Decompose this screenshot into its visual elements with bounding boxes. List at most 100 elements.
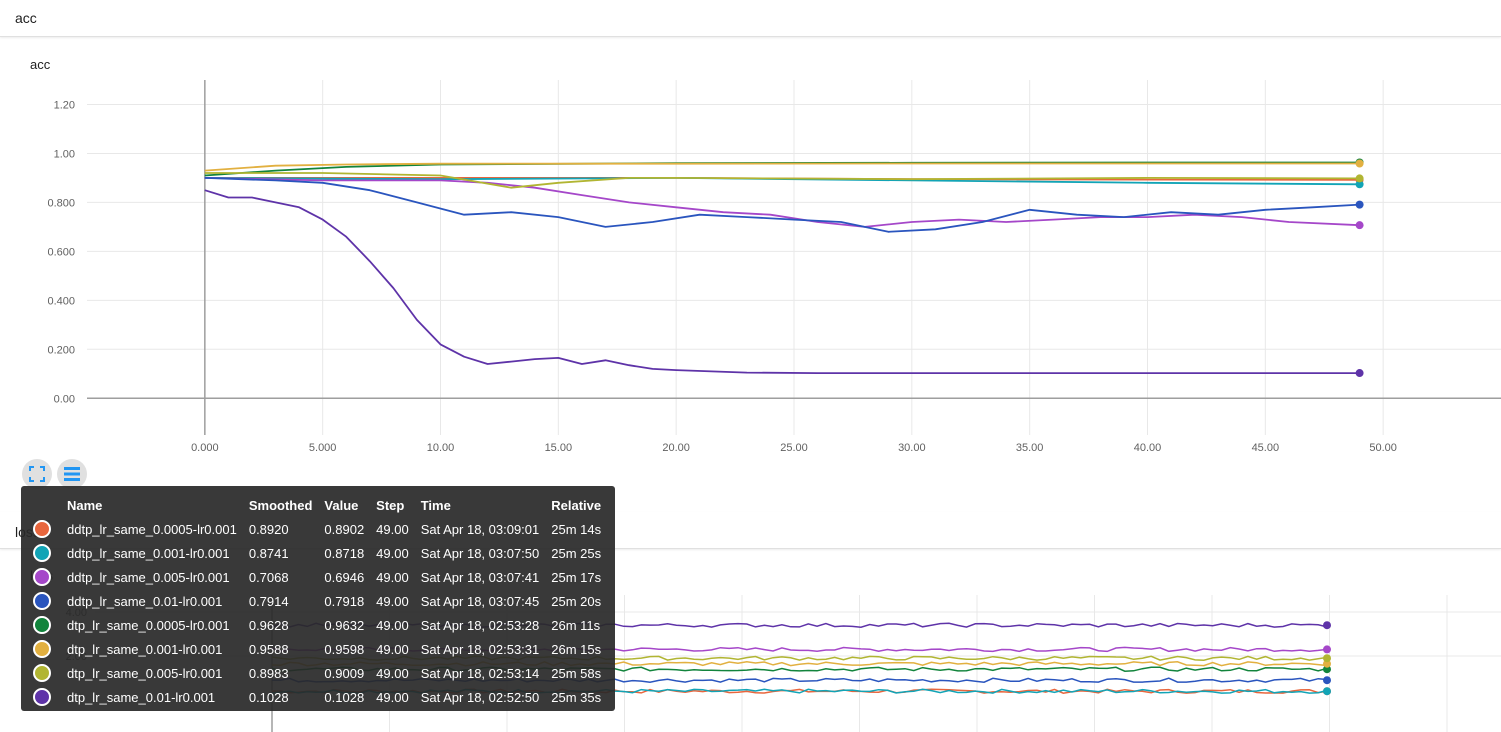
tooltip-cell-step: 49.00 — [376, 521, 409, 537]
x-tick-label: 50.00 — [1369, 442, 1397, 454]
acc-series-endpoint[interactable] — [1355, 221, 1364, 230]
header-value: Value — [324, 498, 359, 513]
tooltip-cell-smoothed: 0.8983 — [248, 665, 289, 681]
series-color-swatch — [33, 568, 51, 586]
tooltip-cell-time: Sat Apr 18, 02:53:28 — [420, 617, 540, 633]
tooltip-cell-name: ddtp_lr_same_0.0005-lr0.001 — [67, 521, 237, 537]
x-tick-label: 40.00 — [1134, 442, 1162, 454]
loss-series-endpoint[interactable] — [1323, 665, 1331, 674]
tooltip-cell-relative: 25m 58s — [551, 665, 602, 681]
series-color-swatch — [33, 544, 51, 562]
tooltip-cell-value: 0.7918 — [324, 593, 365, 609]
y-tick-label: 0.400 — [47, 295, 75, 307]
tooltip-row: ddtp_lr_same_0.0005-lr0.001 0.8920 0.8902 4… — [29, 517, 609, 541]
loss-series-endpoint[interactable] — [1323, 621, 1331, 630]
tooltip-cell-time: Sat Apr 18, 03:09:01 — [420, 521, 540, 537]
y-tick-label: 1.20 — [54, 99, 75, 111]
series-color-swatch — [33, 640, 51, 658]
acc-series-line[interactable] — [204, 177, 1360, 228]
tooltip-cell-value: 0.1028 — [324, 689, 365, 705]
loss-series-endpoint[interactable] — [1323, 659, 1331, 668]
tooltip-cell-value: 0.9598 — [324, 641, 365, 657]
tooltip-cell-step: 49.00 — [376, 665, 409, 681]
loss-series-endpoint[interactable] — [1323, 645, 1331, 654]
tooltip-cell-name: dtp_lr_same_0.001-lr0.001 — [67, 641, 223, 657]
legend-toggle-button[interactable] — [57, 459, 87, 489]
tooltip-cell-relative: 25m 35s — [551, 689, 602, 705]
tooltip-cell-step: 49.00 — [376, 689, 409, 705]
acc-series-endpoint[interactable] — [1355, 200, 1364, 209]
tooltip-row: ddtp_lr_same_0.01-lr0.001 0.7914 0.7918 49.… — [29, 589, 609, 613]
tooltip-cell-value: 0.9632 — [324, 617, 365, 633]
acc-series-endpoint[interactable] — [1355, 369, 1364, 378]
tooltip-cell-time: Sat Apr 18, 02:53:14 — [420, 665, 540, 681]
acc-chart-title: acc — [30, 57, 51, 72]
tooltip-cell-value: 0.9009 — [324, 665, 365, 681]
x-tick-label: 0.000 — [191, 442, 219, 454]
tooltip-cell-time: Sat Apr 18, 03:07:45 — [420, 593, 540, 609]
x-tick-label: 10.00 — [427, 442, 455, 454]
tooltip-panel: Name Smoothed Value Step Time Relative d… — [21, 486, 615, 711]
tooltip-cell-smoothed: 0.8920 — [248, 521, 289, 537]
loss-series-endpoint[interactable] — [1323, 676, 1331, 685]
y-tick-label: 0.200 — [47, 344, 75, 356]
header-name: Name — [67, 498, 103, 513]
tooltip-cell-step: 49.00 — [376, 593, 409, 609]
tooltip-row: dtp_lr_same_0.001-lr0.001 0.9588 0.9598 49.… — [29, 637, 609, 661]
acc-series-line[interactable] — [204, 162, 1360, 172]
tooltip-cell-time: Sat Apr 18, 03:07:50 — [420, 545, 540, 561]
loss-series-endpoint[interactable] — [1323, 654, 1331, 663]
tooltip-cell-relative: 25m 14s — [551, 521, 602, 537]
x-tick-label: 45.00 — [1252, 442, 1280, 454]
acc-section-header[interactable]: acc — [0, 0, 1501, 37]
tooltip-row: dtp_lr_same_0.0005-lr0.001 0.9628 0.9632 49… — [29, 613, 609, 637]
tooltip-cell-smoothed: 0.9588 — [248, 641, 289, 657]
header-smoothed: Smoothed — [248, 498, 313, 513]
x-tick-label: 15.00 — [545, 442, 573, 454]
tooltip-cell-name: dtp_lr_same_0.005-lr0.001 — [67, 665, 223, 681]
x-tick-label: 25.00 — [780, 442, 808, 454]
tooltip-cell-relative: 25m 25s — [551, 545, 602, 561]
tooltip-cell-relative: 25m 20s — [551, 593, 602, 609]
x-tick-label: 30.00 — [898, 442, 926, 454]
y-tick-label: 1.00 — [54, 148, 75, 160]
acc-series-line[interactable] — [204, 172, 1360, 189]
tooltip-cell-smoothed: 0.7914 — [248, 593, 289, 609]
tooltip-cell-name: ddtp_lr_same_0.01-lr0.001 — [67, 593, 223, 609]
acc-series-endpoint[interactable] — [1355, 174, 1364, 183]
tooltip-cell-time: Sat Apr 18, 02:52:50 — [420, 689, 540, 705]
tooltip-cell-smoothed: 0.7068 — [248, 569, 289, 585]
acc-series-line[interactable] — [204, 177, 1360, 233]
tooltip-cell-value: 0.6946 — [324, 569, 365, 585]
tooltip-row: ddtp_lr_same_0.001-lr0.001 0.8741 0.8718 49… — [29, 541, 609, 565]
tooltip-row: dtp_lr_same_0.01-lr0.001 0.1028 0.1028 49.0… — [29, 685, 609, 709]
series-color-swatch — [33, 520, 51, 538]
acc-chart[interactable]: 0.000 5.000 10.00 15.00 20.00 25.00 30.00 35.00… — [0, 80, 1501, 460]
x-tick-label: 5.000 — [309, 442, 337, 454]
acc-series-line[interactable] — [204, 189, 1360, 375]
tooltip-row: dtp_lr_same_0.005-lr0.001 0.8983 0.9009 49.… — [29, 661, 609, 685]
tooltip-cell-value: 0.8718 — [324, 545, 365, 561]
tooltip-cell-name: ddtp_lr_same_0.005-lr0.001 — [67, 569, 230, 585]
tooltip-cell-step: 49.00 — [376, 641, 409, 657]
fullscreen-button[interactable] — [22, 459, 52, 489]
tooltip-cell-smoothed: 0.9628 — [248, 617, 289, 633]
y-tick-label: 0.600 — [47, 246, 75, 258]
tooltip-cell-name: dtp_lr_same_0.0005-lr0.001 — [67, 617, 230, 633]
tooltip-cell-step: 49.00 — [376, 569, 409, 585]
header-step: Step — [376, 498, 405, 513]
x-tick-label: 20.00 — [662, 442, 690, 454]
tooltip-cell-relative: 25m 17s — [551, 569, 602, 585]
acc-series-endpoint[interactable] — [1355, 159, 1364, 168]
fullscreen-icon — [29, 466, 45, 482]
tooltip-row: ddtp_lr_same_0.005-lr0.001 0.7068 0.6946 49… — [29, 565, 609, 589]
loss-series-endpoint[interactable] — [1323, 687, 1331, 696]
legend-toggle-icon — [64, 467, 80, 481]
header-time: Time — [420, 498, 451, 513]
acc-grid: 0.000 5.000 10.00 15.00 20.00 25.00 30.00 35.00… — [47, 80, 1501, 454]
tooltip-cell-name: ddtp_lr_same_0.001-lr0.001 — [67, 545, 230, 561]
tooltip-cell-relative: 26m 11s — [551, 617, 601, 633]
x-tick-label: 35.00 — [1016, 442, 1044, 454]
acc-series-endpoint[interactable] — [1355, 180, 1364, 189]
tooltip-table: Name Smoothed Value Step Time Relative d… — [29, 494, 609, 709]
